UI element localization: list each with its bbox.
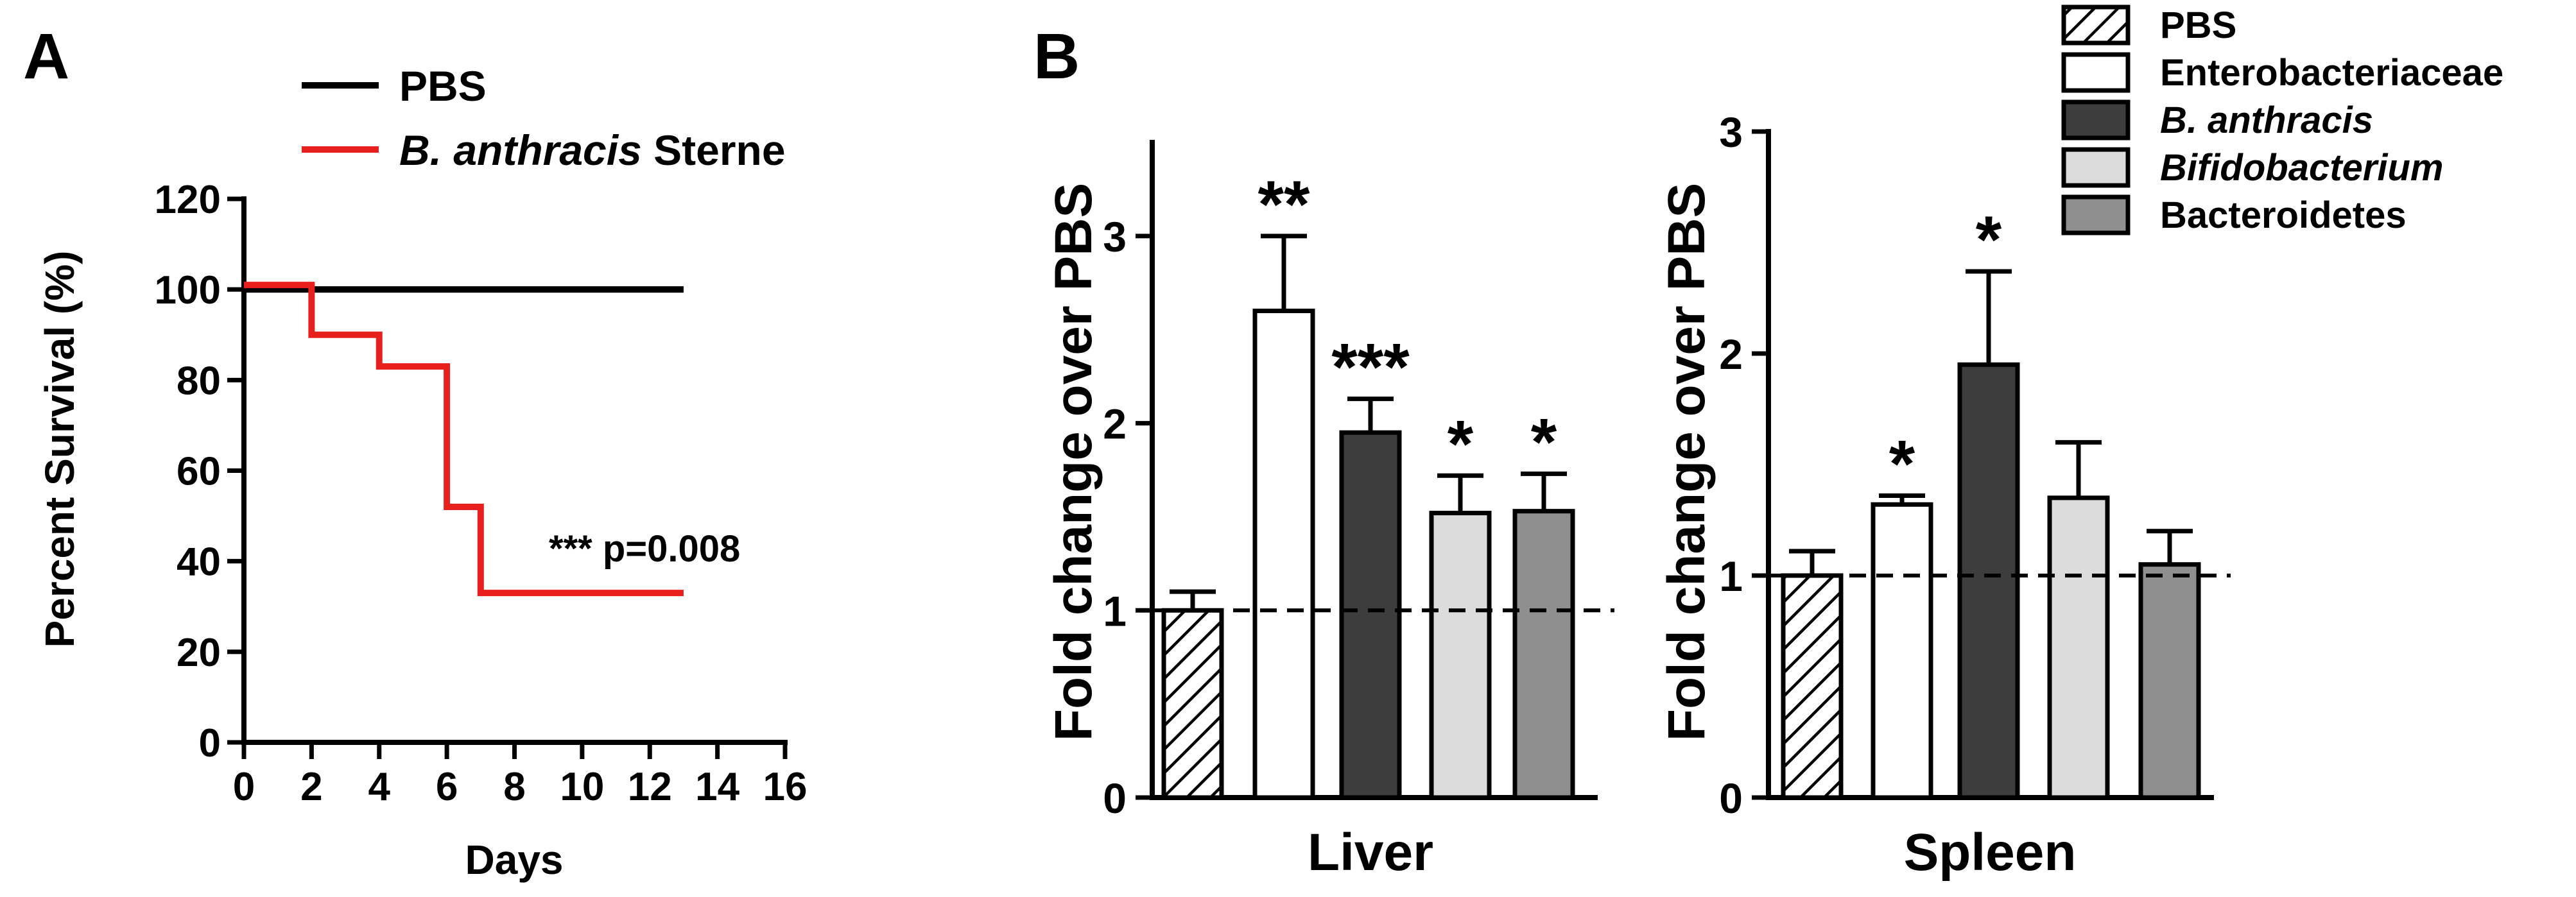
- liver-bar-bifidobacterium: [1429, 511, 1492, 800]
- x-tick-label: 10: [560, 765, 604, 809]
- survival-x-label: Days: [465, 837, 564, 883]
- survival-axis-lines: [241, 196, 788, 745]
- p-value-annotation: *** p=0.008: [549, 528, 740, 570]
- legend-label-anthracis-space: [642, 126, 653, 174]
- y-tick-label: 100: [155, 268, 221, 312]
- legend-label-bifidobacterium: Bifidobacterium: [2160, 147, 2444, 189]
- liver-bars: ****** *: [1152, 167, 1614, 800]
- spleen-bars: **: [1768, 203, 2231, 800]
- spleen-x-label: Spleen: [1904, 823, 2077, 882]
- spleen-significance-b-anthracis: *: [1976, 203, 2002, 277]
- legend-label-anthracis: B. anthracis Sterne: [399, 126, 786, 174]
- x-tick-label: 0: [233, 765, 255, 809]
- legend-label-anthracis-rest: Sterne: [653, 126, 785, 174]
- spleen-bar-pbs: [1781, 573, 1844, 800]
- survival-chart: PBS B. anthracis Sterne 0204060801001200…: [37, 62, 807, 883]
- y-tick-label: 20: [177, 631, 221, 675]
- legend-swatch-enterobacteriaceae: [2061, 52, 2131, 93]
- liver-x-label: Liver: [1308, 823, 1433, 882]
- spleen-significance-enterobacteriaceae: *: [1889, 427, 1915, 501]
- survival-series-1: [244, 282, 684, 597]
- liver-bar-b-anthracis: [1339, 430, 1402, 800]
- x-tick-label: 6: [436, 765, 458, 809]
- legend-label-enterobacteriaceae: Enterobacteriaceae: [2160, 52, 2503, 94]
- x-tick-label: 14: [695, 765, 739, 809]
- survival-legend: PBS B. anthracis Sterne: [302, 62, 786, 174]
- legend-swatch-bacteroidetes: [2061, 194, 2131, 235]
- y-tick-label: 60: [177, 450, 221, 494]
- liver-y-tick-label: 3: [1103, 213, 1127, 261]
- y-tick-label: 80: [177, 359, 221, 403]
- liver-significance-enterobacteriaceae: **: [1258, 167, 1310, 242]
- x-tick-label: 12: [628, 765, 672, 809]
- survival-curves: [244, 282, 684, 597]
- spleen-bar-enterobacteriaceae: [1871, 502, 1933, 800]
- spleen-bar-bacteroidetes: [2138, 562, 2201, 800]
- legend-label-pbs: PBS: [2160, 4, 2236, 46]
- spleen-bar-bifidobacterium: [2047, 495, 2110, 800]
- y-tick-label: 120: [155, 178, 221, 222]
- panel-b-label: B: [1033, 21, 1080, 92]
- x-tick-label: 4: [368, 765, 391, 809]
- liver-y-tick-label: 2: [1103, 400, 1127, 448]
- spleen-y-tick-label: 1: [1719, 552, 1743, 600]
- survival-y-label: Percent Survival (%): [37, 251, 83, 648]
- liver-y-label: Fold change over PBS: [1044, 183, 1103, 741]
- liver-significance-b-anthracis: ***: [1331, 330, 1410, 405]
- x-tick-label: 16: [763, 765, 808, 809]
- spleen-y-label: Fold change over PBS: [1657, 183, 1716, 741]
- legend-label-anthracis-italic: B. anthracis: [399, 126, 642, 174]
- liver-bar-bacteroidetes: [1512, 509, 1575, 800]
- spleen-y-tick-label: 3: [1719, 108, 1743, 156]
- x-tick-label: 2: [300, 765, 322, 809]
- liver-y-tick-label: 1: [1103, 587, 1127, 635]
- liver-bar-pbs: [1161, 608, 1224, 800]
- bar-legend: PBS Enterobacteriaceae B. anthracis Bifidob…: [2061, 4, 2503, 236]
- x-tick-label: 8: [503, 765, 525, 809]
- legend-label-b-anthracis: B. anthracis: [2160, 99, 2373, 141]
- spleen-bar-b-anthracis: [1957, 362, 2020, 800]
- y-tick-label: 40: [177, 540, 221, 585]
- spleen-y-tick-label: 0: [1719, 774, 1743, 822]
- liver-bar-enterobacteriaceae: [1252, 309, 1315, 800]
- survival-axes: 0 20 40 60 80 100 120 0 2 4 6 8 10 12 14 16: [155, 178, 808, 809]
- legend-swatch-b-anthracis: [2061, 99, 2131, 141]
- spleen-y-tick-label: 2: [1719, 330, 1743, 378]
- liver-significance-bifidobacterium: *: [1448, 407, 1474, 481]
- legend-label-bacteroidetes: Bacteroidetes: [2160, 194, 2407, 236]
- panel-a-label: A: [23, 21, 69, 92]
- liver-significance-bacteroidetes: *: [1531, 405, 1557, 479]
- legend-label-pbs: PBS: [399, 62, 487, 110]
- legend-swatch-bifidobacterium: [2061, 147, 2131, 188]
- legend-swatch-pbs: [2061, 4, 2131, 46]
- y-tick-label: 0: [199, 721, 221, 765]
- liver-y-tick-label: 0: [1103, 774, 1127, 822]
